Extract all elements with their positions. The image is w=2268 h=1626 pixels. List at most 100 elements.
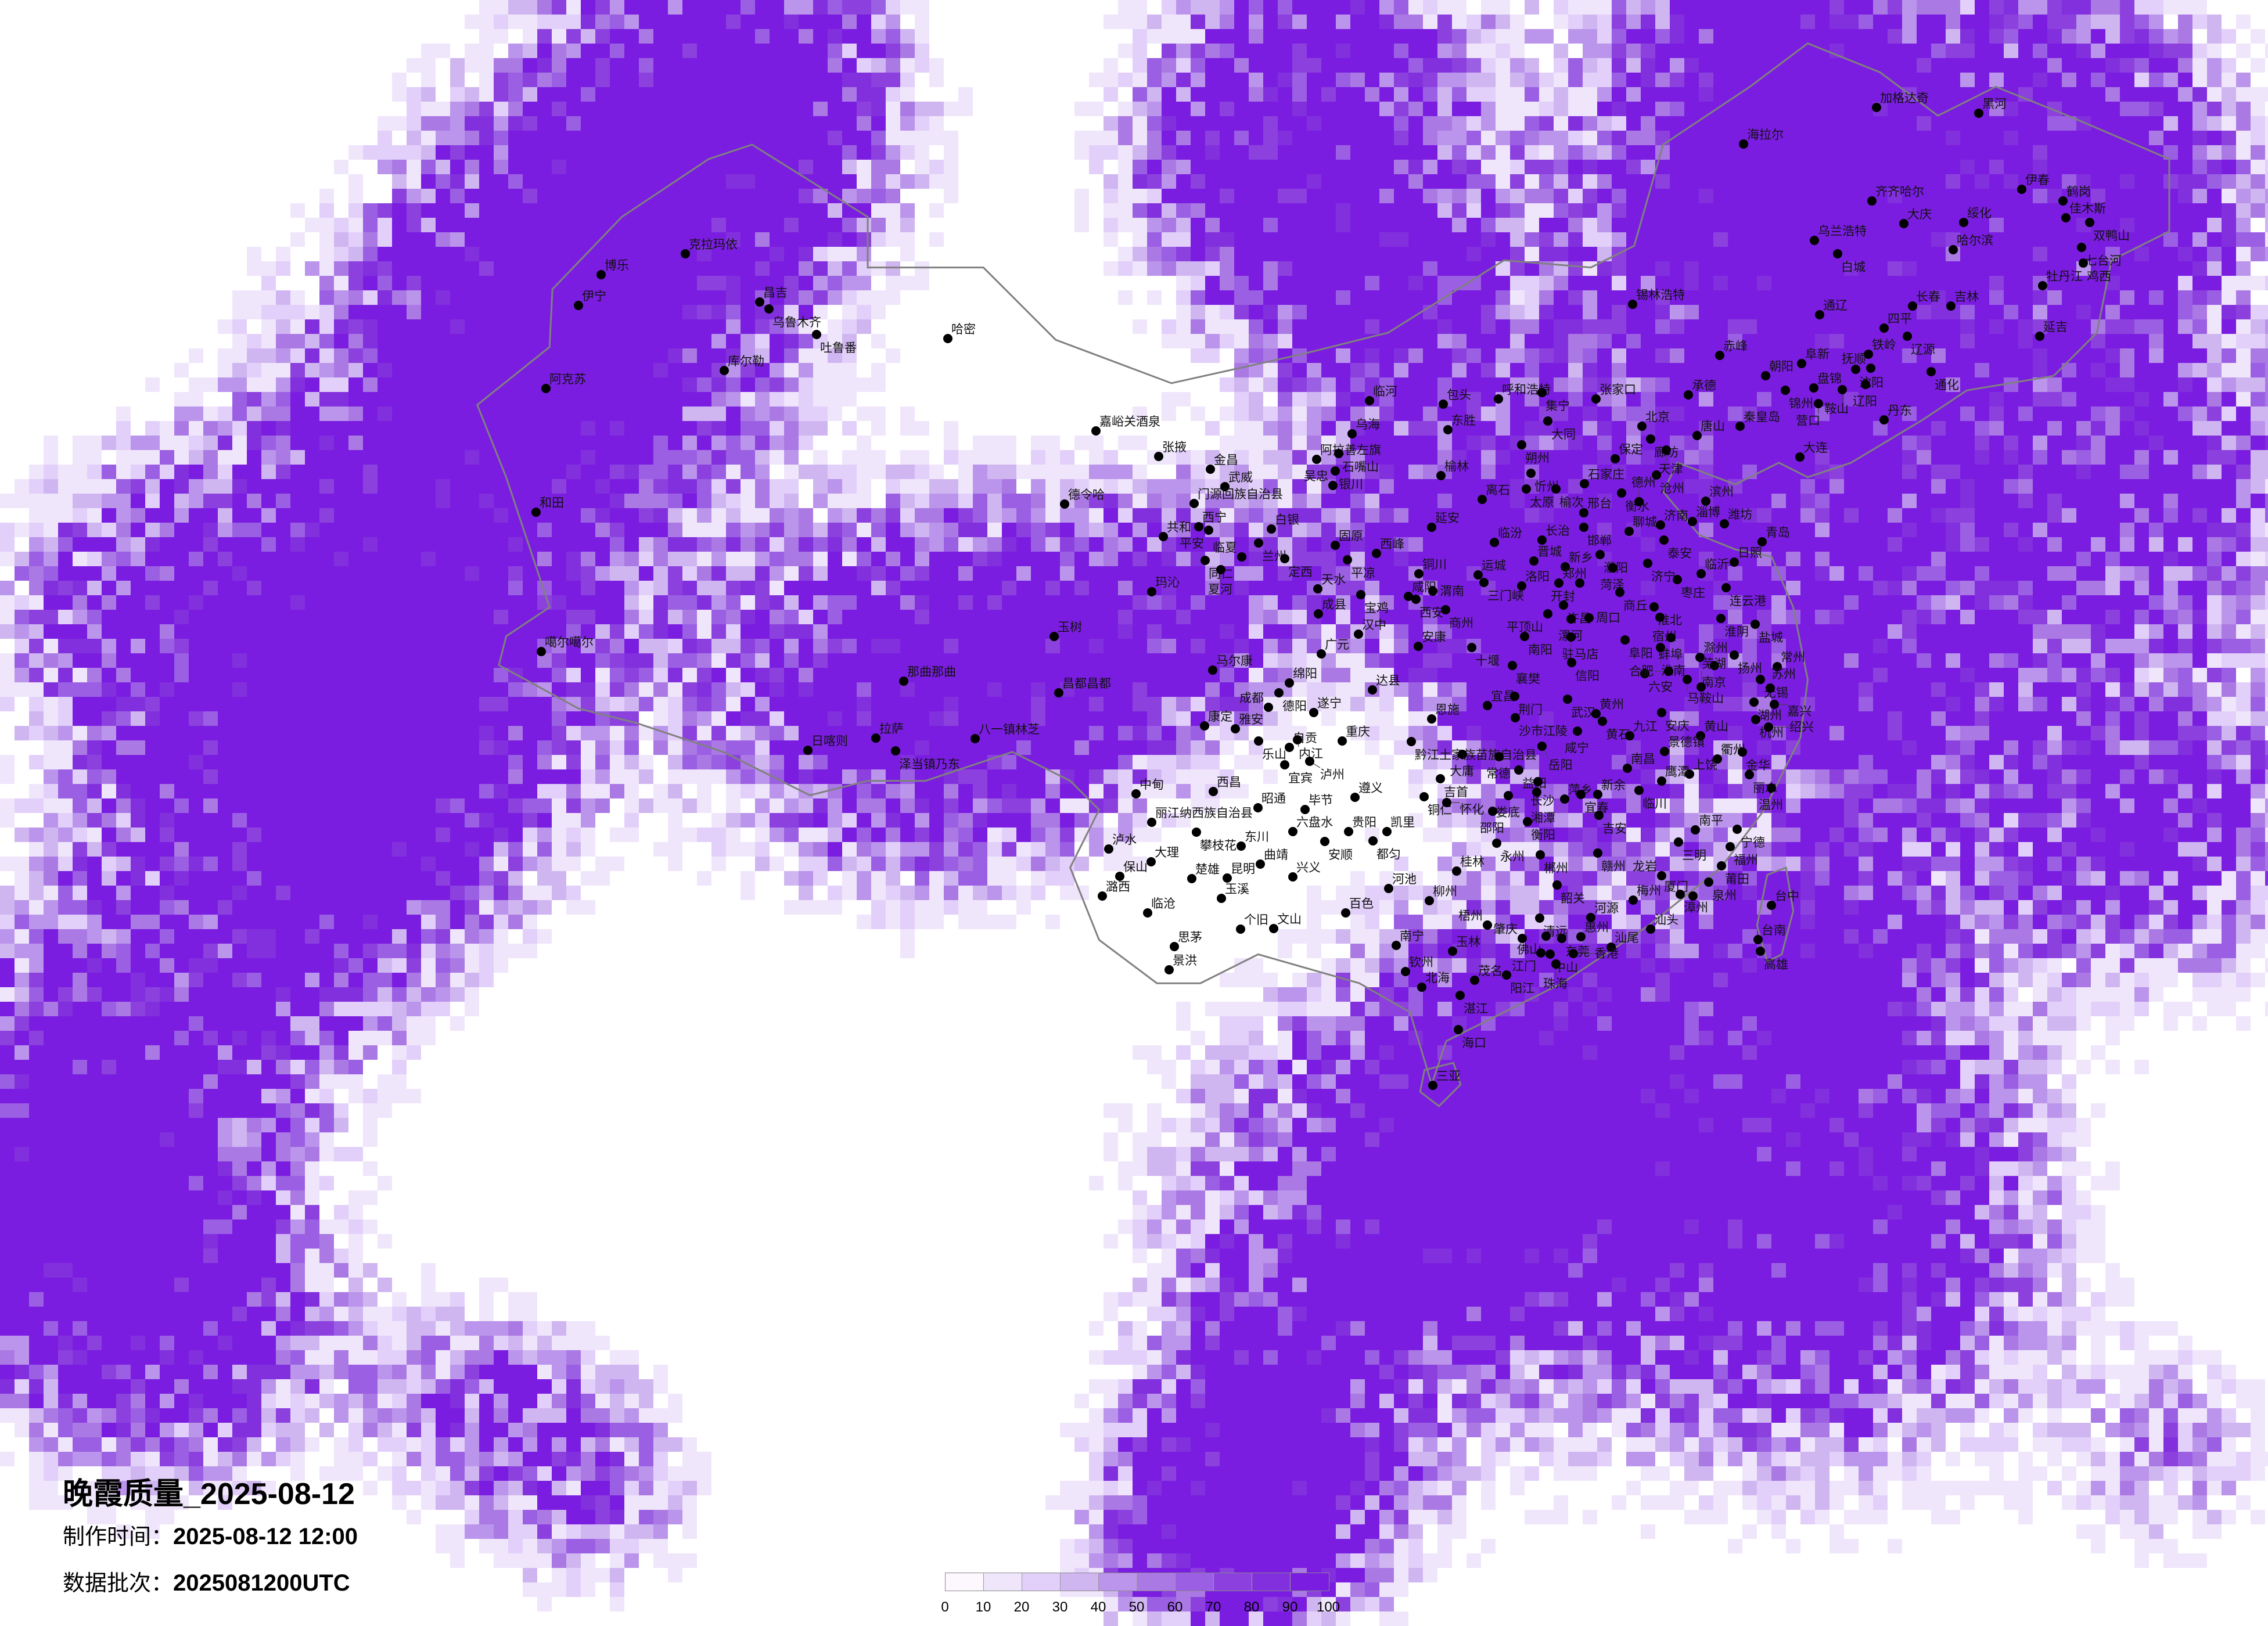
quality-cell	[886, 218, 900, 232]
quality-cell	[276, 523, 290, 537]
quality-cell	[2134, 189, 2149, 203]
quality-cell	[1278, 290, 1292, 305]
quality-cell	[523, 218, 537, 232]
quality-cell	[1655, 406, 1670, 421]
quality-cell	[1191, 0, 1205, 15]
quality-cell	[1655, 261, 1670, 276]
quality-cell	[1350, 465, 1365, 479]
quality-cell	[2076, 508, 2091, 523]
quality-cell	[566, 436, 581, 450]
quality-cell	[305, 523, 319, 537]
quality-cell	[1757, 58, 1771, 73]
quality-cell	[1771, 334, 1786, 348]
quality-cell	[1786, 508, 1800, 523]
quality-cell	[1626, 131, 1641, 145]
quality-cell	[479, 58, 494, 73]
quality-cell	[1379, 174, 1394, 189]
quality-cell	[871, 334, 886, 348]
quality-cell	[1002, 537, 1016, 552]
quality-cell	[1220, 465, 1234, 479]
quality-cell	[537, 406, 552, 421]
quality-cell	[1728, 363, 1742, 377]
quality-cell	[1045, 479, 1060, 494]
quality-cell	[726, 421, 741, 436]
quality-cell	[1800, 29, 1815, 44]
quality-cell	[29, 508, 44, 523]
quality-cell	[1467, 174, 1481, 189]
quality-cell	[334, 218, 348, 232]
quality-cell	[1263, 232, 1278, 247]
quality-cell	[2033, 116, 2047, 131]
quality-cell	[770, 319, 784, 334]
quality-cell	[1234, 15, 1249, 29]
quality-cell	[1771, 406, 1786, 421]
quality-cell	[1118, 131, 1133, 145]
quality-cell	[1975, 363, 1989, 377]
quality-cell	[1975, 58, 1989, 73]
quality-cell	[1162, 44, 1176, 58]
quality-cell	[1771, 247, 1786, 261]
quality-cell	[1960, 363, 1975, 377]
quality-cell	[929, 203, 944, 218]
quality-cell	[1626, 276, 1641, 290]
quality-cell	[2091, 305, 2105, 319]
quality-cell	[813, 102, 828, 116]
quality-cell	[421, 73, 436, 87]
quality-cell	[1873, 247, 1888, 261]
quality-cell	[1960, 0, 1975, 15]
quality-cell	[1684, 29, 1699, 44]
quality-cell	[1423, 44, 1437, 58]
quality-cell	[1946, 319, 1960, 334]
quality-cell	[1467, 203, 1481, 218]
quality-cell	[1612, 377, 1626, 392]
quality-cell	[232, 377, 247, 392]
quality-cell	[2134, 276, 2149, 290]
quality-cell	[2192, 276, 2207, 290]
quality-cell	[2265, 552, 2268, 566]
quality-cell	[566, 494, 581, 508]
quality-cell	[2105, 436, 2120, 450]
quality-cell	[247, 421, 261, 436]
quality-cell	[653, 406, 668, 421]
quality-cell	[1350, 290, 1365, 305]
quality-cell	[1307, 160, 1321, 174]
quality-cell	[494, 406, 508, 421]
quality-cell	[1133, 145, 1147, 160]
quality-cell	[1830, 552, 1844, 566]
quality-cell	[653, 73, 668, 87]
quality-cell	[392, 436, 407, 450]
quality-cell	[1278, 189, 1292, 203]
quality-cell	[1104, 174, 1118, 189]
quality-cell	[1408, 145, 1423, 160]
quality-cell	[1583, 406, 1597, 421]
quality-cell	[2004, 334, 2018, 348]
quality-cell	[73, 436, 87, 450]
quality-cell	[1234, 73, 1249, 87]
quality-cell	[668, 566, 682, 581]
quality-cell	[857, 305, 871, 319]
quality-cell	[203, 494, 218, 508]
quality-cell	[770, 247, 784, 261]
quality-cell	[741, 406, 755, 421]
quality-cell	[1104, 523, 1118, 537]
quality-cell	[581, 44, 595, 58]
quality-cell	[1655, 87, 1670, 102]
quality-cell	[1045, 552, 1060, 566]
quality-cell	[1525, 348, 1539, 363]
quality-cell	[741, 116, 755, 131]
quality-cell	[1917, 247, 1931, 261]
quality-cell	[828, 87, 842, 102]
quality-cell	[668, 131, 682, 145]
quality-cell	[290, 465, 305, 479]
quality-cell	[1133, 436, 1147, 450]
quality-cell	[247, 508, 261, 523]
quality-cell	[1757, 261, 1771, 276]
quality-cell	[2149, 334, 2163, 348]
quality-cell	[1670, 116, 1684, 131]
quality-cell	[261, 261, 276, 276]
quality-cell	[1496, 348, 1510, 363]
quality-cell	[131, 566, 145, 581]
quality-cell	[73, 523, 87, 537]
quality-cell	[770, 348, 784, 363]
quality-cell	[2091, 523, 2105, 537]
